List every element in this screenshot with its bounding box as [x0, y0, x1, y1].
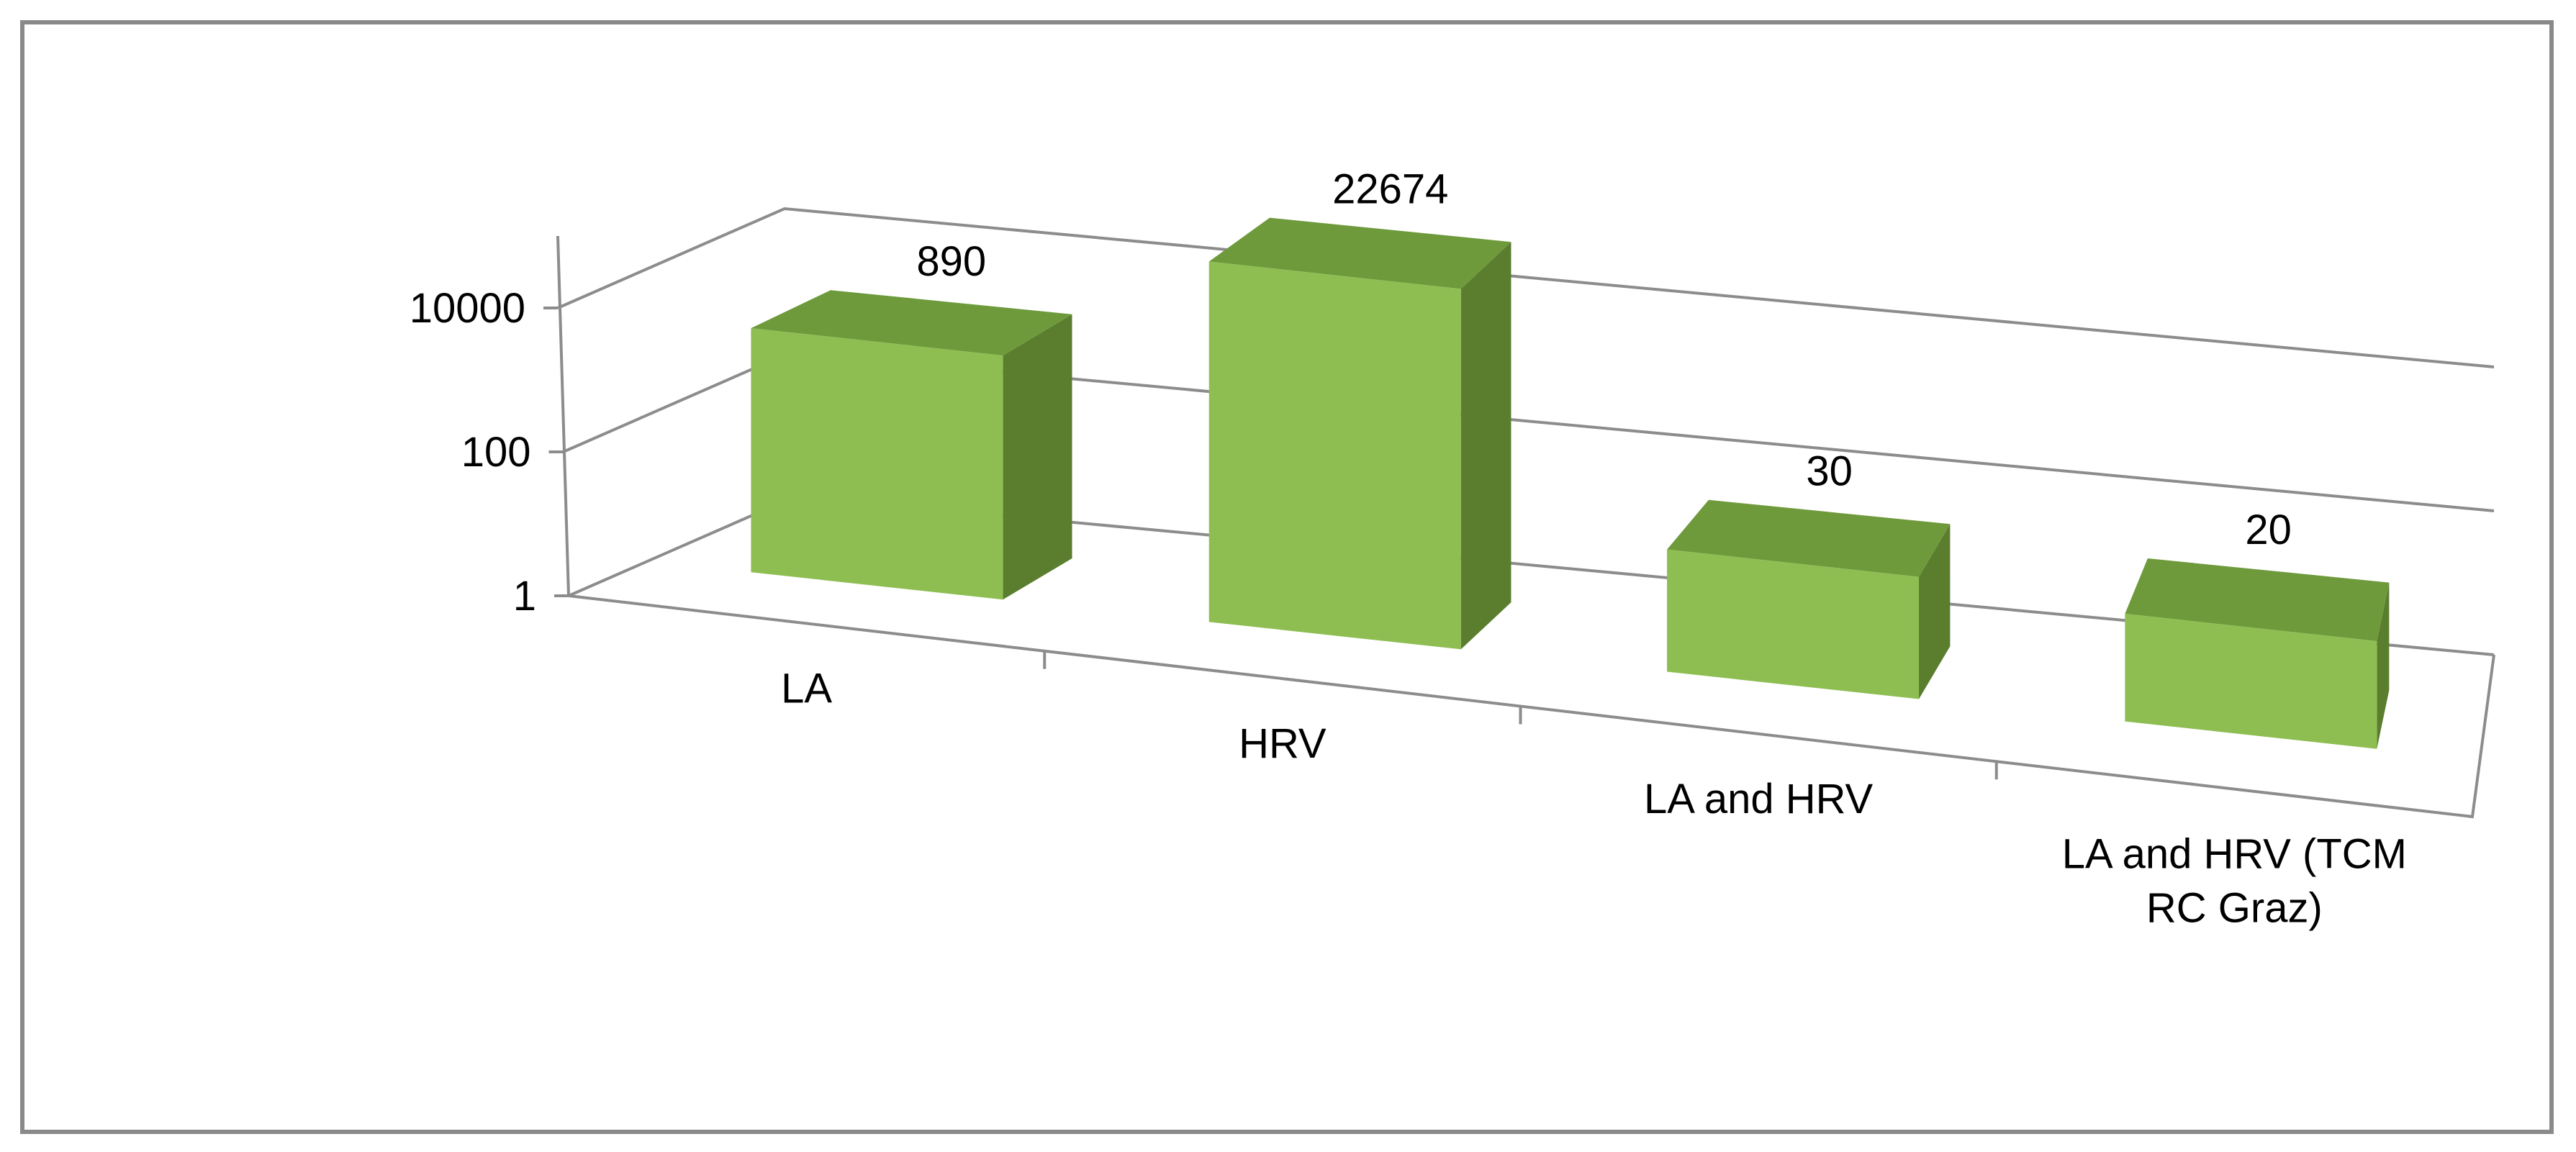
bar-side-face	[1919, 524, 1951, 699]
bar	[751, 290, 1072, 600]
bar-top-face	[751, 290, 1072, 356]
bar-top-face	[2125, 558, 2390, 642]
bars	[751, 217, 2390, 749]
bar	[1208, 217, 1511, 650]
floor-edge	[568, 594, 2495, 819]
bar-side-face	[1003, 314, 1072, 600]
data-label: 890	[916, 238, 986, 285]
bar	[2125, 558, 2390, 749]
bar-top-face	[1208, 217, 1511, 289]
category-labels: LA HRV LA and HRV LA and HRV (TCM RC Graz)	[781, 665, 2407, 931]
data-label: 22674	[1332, 166, 1448, 213]
x-tick-label: LA	[781, 665, 832, 712]
bar-side-face	[1460, 242, 1511, 650]
axes	[556, 235, 2495, 819]
y-tick-label: 100	[461, 429, 531, 476]
x-tick-label: LA and HRV (TCM RC Graz)	[2062, 831, 2407, 932]
y-axis-line	[556, 235, 570, 597]
bar	[1667, 499, 1951, 699]
bar-front-face	[2125, 614, 2377, 749]
x-tick-label: HRV	[1239, 720, 1327, 767]
data-labels: 890 22674 30 20	[916, 166, 2291, 553]
bar-front-face	[1208, 261, 1461, 650]
x-tick-label: LA and HRV	[1644, 776, 1873, 822]
gridline	[557, 207, 2495, 368]
bar-side-face	[2377, 582, 2390, 749]
bar-front-face	[751, 328, 1003, 600]
bar-top-face	[1667, 499, 1951, 577]
data-label: 30	[1806, 448, 1853, 495]
y-tick-label: 10000	[410, 285, 525, 332]
bar-front-face	[1667, 549, 1920, 699]
y-tick-label: 1	[513, 573, 536, 620]
data-label: 20	[2245, 507, 2292, 553]
y-axis-ticks: 1 100 10000	[410, 285, 569, 620]
